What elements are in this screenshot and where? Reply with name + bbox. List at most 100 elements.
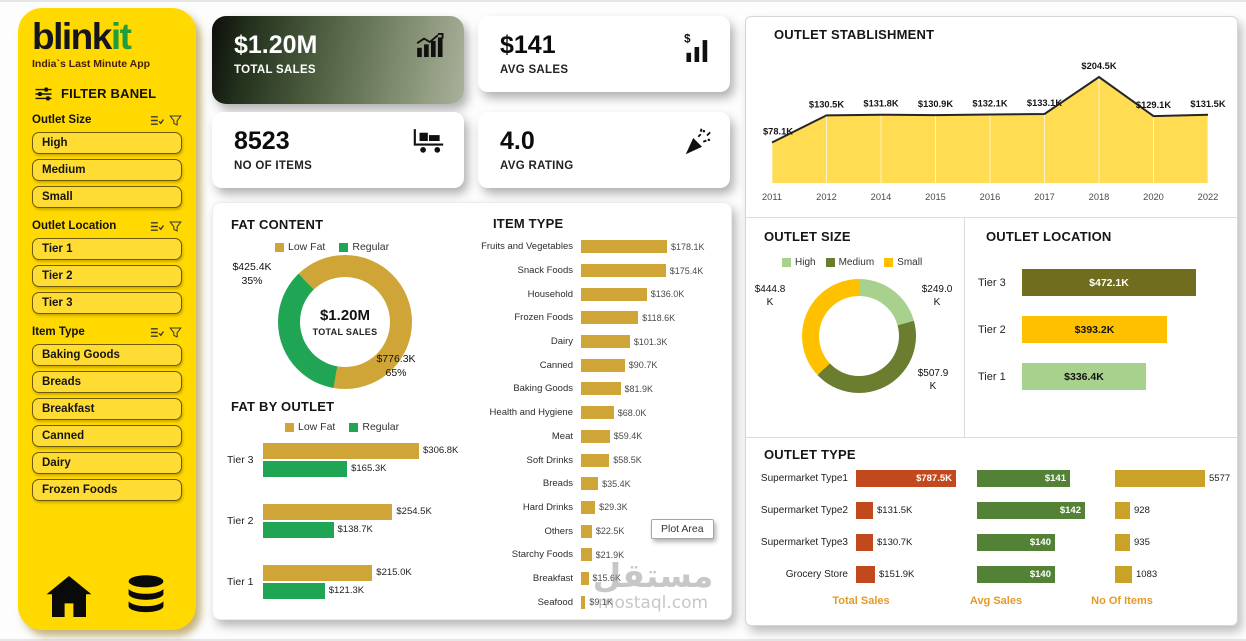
multi-select-icon[interactable] [150,220,164,233]
category-label: Breakfast [532,572,573,584]
outlet-location-bar[interactable]: $472.1K [1022,269,1196,296]
filter-option-breakfast[interactable]: Breakfast [32,397,182,420]
item-type-bar[interactable] [581,477,599,491]
items-bar[interactable] [1115,469,1205,487]
bar-value-label: $175.4K [669,265,704,276]
bar-value-label: $101.3K [633,336,668,347]
bar-value-label: $141 [1044,472,1066,484]
x-axis-tick: 2016 [980,192,1001,202]
category-label: Soft Drinks [526,454,573,466]
avg-sales-bar[interactable]: $140 [977,565,1055,583]
item-type-row: Starchy Foods $21.9K [481,543,729,567]
outlet-location-title: OUTLET LOCATION [986,229,1112,244]
fat-content-donut[interactable] [278,255,412,389]
item-type-bar[interactable] [581,264,666,278]
outlet-location-bar[interactable]: $393.2K [1022,316,1167,343]
filter-option-medium[interactable]: Medium [32,158,182,181]
item-type-bar[interactable] [581,429,610,443]
item-type-bar[interactable] [581,311,639,325]
avg-sales-bar[interactable]: $141 [977,469,1070,487]
item-type-bar[interactable] [581,240,667,254]
filter-option-canned[interactable]: Canned [32,424,182,447]
item-type-bar[interactable] [581,382,621,396]
low-fat-bar[interactable] [263,564,373,581]
plot-area-tooltip: Plot Area [651,519,714,539]
regular-bar[interactable] [263,521,334,538]
category-label: Breads [542,478,573,490]
item-type-bar[interactable] [581,287,647,301]
outlet-size-donut[interactable] [802,279,916,393]
total-sales-bar[interactable] [856,533,873,551]
divider [964,217,965,437]
item-type-bar[interactable] [581,548,592,562]
x-axis-tick: 2022 [1198,192,1219,202]
item-type-bar[interactable] [581,358,625,372]
x-axis-tick: 2014 [871,192,892,202]
sales-growth-icon [416,32,446,59]
row-label: Supermarket Type1 [760,472,848,484]
items-bar[interactable] [1115,533,1130,551]
area-line [771,75,1209,144]
multi-select-icon[interactable] [150,114,164,127]
filter-group-label: Outlet Size [32,114,92,127]
regular-bar[interactable] [263,460,348,477]
filter-option-high[interactable]: High [32,131,182,154]
bar-value-label: $81.9K [624,383,654,394]
item-type-bar[interactable] [581,571,589,585]
multi-select-icon[interactable] [150,326,164,339]
outlet-location-bar[interactable]: $336.4K [1022,363,1146,390]
items-bar[interactable] [1115,565,1132,583]
avg-sales-bar[interactable]: $140 [977,533,1055,551]
filter-funnel-icon[interactable] [169,220,182,233]
item-type-bar[interactable] [581,524,592,538]
filter-option-tier-3[interactable]: Tier 3 [32,291,182,314]
column-footer-no-of-items: No Of Items [1091,595,1153,607]
filter-option-breads[interactable]: Breads [32,370,182,393]
database-icon[interactable] [123,574,169,618]
legend-swatch-high [782,258,791,267]
item-type-row: Frozen Foods $118.6K [481,306,729,330]
category-label: Baking Goods [513,383,573,395]
legend-swatch-low-fat [275,242,284,252]
legend-item-medium: Medium [825,257,874,268]
regular-bar[interactable] [263,582,325,599]
filter-panel-header: FILTER BANEL [34,86,182,102]
low-fat-bar[interactable] [263,442,419,459]
kpi-label: NO OF ITEMS [234,160,313,172]
category-label: Dairy [550,336,573,348]
category-label: Tier 3 [978,276,1006,289]
avg-sales-icon: $ [684,32,712,62]
low-fat-bar[interactable] [263,503,393,520]
outlet-type-table: Supermarket Type1 $787.5K $141 5577 Supermar… [760,469,1234,597]
home-icon[interactable] [45,575,93,617]
outlet-type-title: OUTLET TYPE [764,447,856,462]
item-type-bar[interactable] [581,500,596,514]
bar-value-label: $165.3K [351,463,387,474]
total-sales-bar[interactable]: $787.5K [856,469,956,487]
item-type-bar[interactable] [581,595,586,609]
filter-option-baking-goods[interactable]: Baking Goods [32,343,182,366]
total-sales-bar[interactable] [856,501,873,519]
filter-option-tier-2[interactable]: Tier 2 [32,264,182,287]
bar-value-label: $29.3K [599,502,628,513]
filter-option-frozen-foods[interactable]: Frozen Foods [32,478,182,501]
row-label: Supermarket Type3 [760,536,848,548]
filter-option-small[interactable]: Small [32,185,182,208]
item-type-bar[interactable] [581,406,614,420]
kpi-label: AVG RATING [500,160,574,172]
filter-funnel-icon[interactable] [169,114,182,127]
filter-option-dairy[interactable]: Dairy [32,451,182,474]
data-label: $132.1K [972,99,1007,109]
category-label: Starchy Foods [511,549,573,561]
legend-item-small: Small [884,257,922,268]
item-type-bar[interactable] [581,453,610,467]
kpi-label: TOTAL SALES [234,64,316,76]
total-sales-bar[interactable] [856,565,875,583]
filter-funnel-icon[interactable] [169,326,182,339]
avg-sales-bar[interactable]: $142 [977,501,1085,519]
legend-swatch-regular [339,242,349,252]
items-bar[interactable] [1115,501,1130,519]
item-type-bar[interactable] [581,335,630,349]
filter-option-tier-1[interactable]: Tier 1 [32,237,182,260]
legend-swatch-regular [349,422,359,432]
